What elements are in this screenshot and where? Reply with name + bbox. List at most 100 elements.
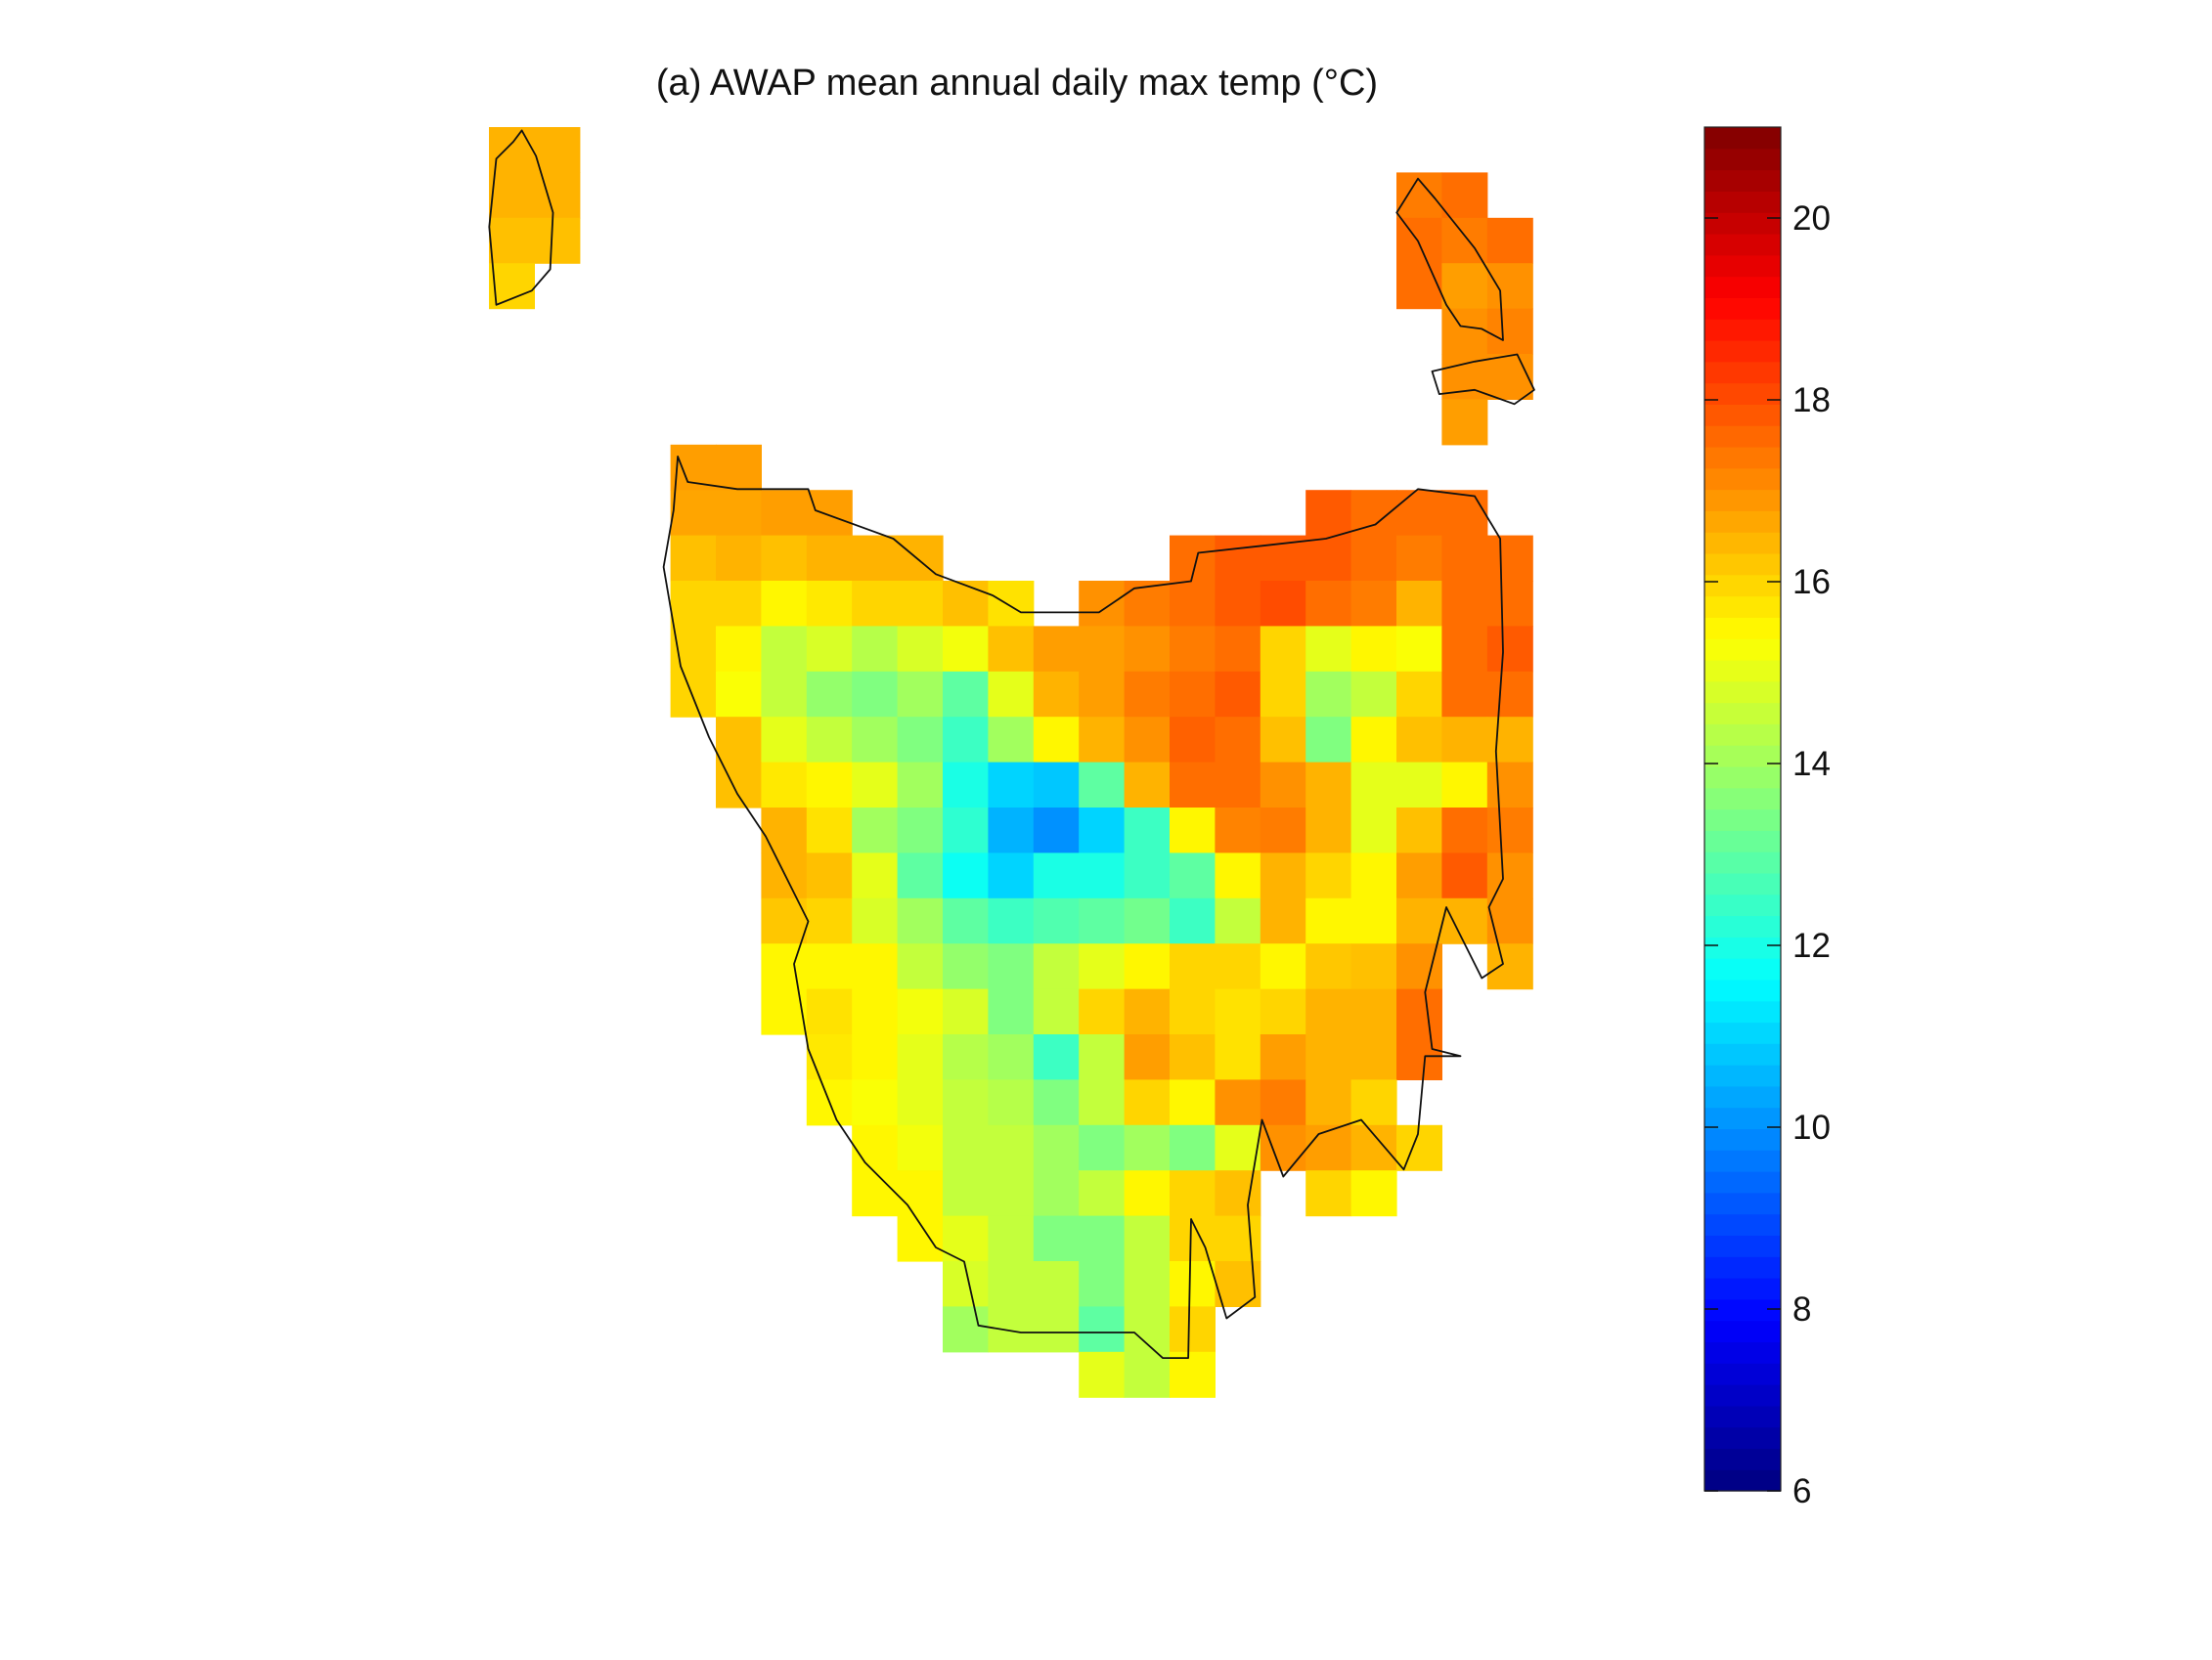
temperature-grid [489,127,1533,1398]
grid-cell [1170,808,1216,853]
colorbar-band [1704,1022,1781,1044]
grid-cell [988,988,1035,1035]
grid-cell [1079,581,1126,627]
grid-cell [1305,762,1352,808]
coastline-king-island [488,129,554,306]
colorbar-band [1704,404,1781,426]
grid-cell [1033,808,1080,853]
grid-cell [1441,626,1488,673]
grid-cell [1033,1170,1080,1217]
grid-cell [806,671,853,718]
grid-cell [943,897,989,944]
grid-cell [1486,626,1533,673]
colorbar-band [1704,723,1781,746]
grid-cell [943,1170,989,1217]
grid-cell [1033,1034,1080,1080]
grid-cell [1305,535,1352,582]
colorbar-band [1704,212,1781,235]
colorbar-band [1704,787,1781,810]
grid-cell [670,535,717,582]
grid-cell [1441,172,1488,219]
grid-cell [1215,1215,1261,1262]
colorbar-band [1704,745,1781,767]
grid-cell [1396,1034,1442,1080]
grid-cell [761,626,808,673]
grid-cell [897,581,944,627]
grid-cell [897,852,944,899]
grid-cell [852,897,899,944]
grid-cell [1260,1034,1306,1080]
grid-cell [1215,897,1261,944]
colorbar-tick-label: 16 [1792,563,1831,601]
grid-cell [1124,1079,1171,1126]
grid-cell [1396,671,1442,718]
grid-cell [1260,943,1306,990]
grid-cell [1441,308,1488,355]
grid-cell [1441,852,1488,899]
grid-cell [852,808,899,853]
colorbar-band [1704,1320,1781,1343]
grid-cell [1124,897,1171,944]
grid-cell [1486,717,1533,764]
grid-cell [897,626,944,673]
grid-cell [1305,988,1352,1035]
grid-cell [1124,1170,1171,1217]
grid-cell [1260,581,1306,627]
grid-cell [1170,988,1216,1035]
grid-cell [943,808,989,853]
colorbar-band [1704,1213,1781,1237]
grid-cell [534,127,581,173]
grid-cell [1170,897,1216,944]
grid-cell [1486,671,1533,718]
grid-cell [1350,581,1397,627]
grid-cell [943,988,989,1035]
grid-cell [761,852,808,899]
colorbar-band [1704,276,1781,298]
grid-cell [1079,943,1126,990]
grid-cell [716,490,762,537]
grid-cell [806,808,853,853]
grid-cell [1033,626,1080,673]
grid-cell [1486,943,1533,990]
grid-cell [1396,762,1442,808]
grid-cell [1396,897,1442,944]
colorbar [1703,126,1782,1492]
grid-cell [489,127,535,173]
grid-cell [1124,1124,1171,1171]
grid-cell [1033,1306,1080,1353]
colorbar-band [1704,552,1781,576]
grid-cell [761,581,808,627]
grid-cell [1441,263,1488,310]
grid-cell [1124,988,1171,1035]
grid-cell [1079,1306,1126,1353]
grid-cell [943,1124,989,1171]
grid-cell [716,581,762,627]
grid-cell [1486,308,1533,355]
grid-cell [806,897,853,944]
coastline [488,129,1535,1359]
grid-cell [1033,897,1080,944]
grid-cell [897,717,944,764]
grid-cell [1170,581,1216,627]
grid-cell [1079,717,1126,764]
grid-cell [1170,1351,1216,1398]
grid-cell [1170,1306,1216,1353]
grid-cell [1170,762,1216,808]
colorbar-ticks: 6 8 10 12 14 16 18 20 [1704,199,1831,1510]
grid-cell [1215,1079,1261,1126]
grid-cell [1396,263,1442,310]
grid-cell [1079,852,1126,899]
colorbar-band [1704,1405,1781,1428]
grid-cell [1486,852,1533,899]
colorbar-band [1704,702,1781,724]
grid-cell [761,535,808,582]
grid-cell [988,1215,1035,1262]
colorbar-band [1704,127,1781,150]
grid-cell [1441,897,1488,944]
grid-cell [1124,1215,1171,1262]
grid-cell [1305,1034,1352,1080]
grid-cell [1124,671,1171,718]
colorbar-band [1704,958,1781,981]
grid-cell [1079,1034,1126,1080]
